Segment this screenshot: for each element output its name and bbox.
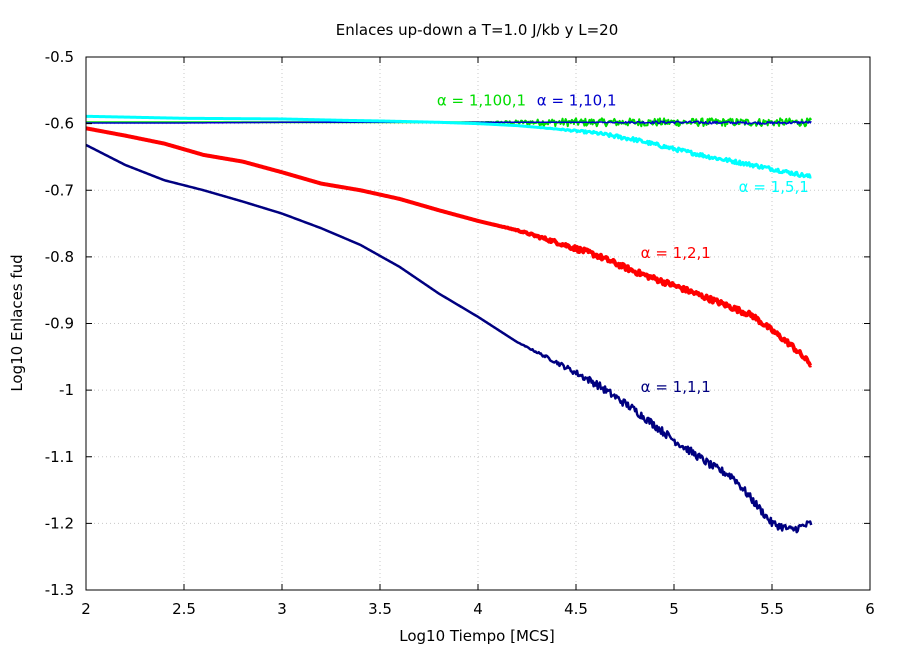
y-tick-label: -0.6 [45, 115, 74, 133]
y-tick-label: -0.8 [45, 248, 74, 266]
x-tick-label: 2 [81, 600, 91, 618]
series-line-1-5-1 [85, 114, 812, 179]
series-group [85, 114, 813, 534]
y-axis-label: Log10 Enlaces fud [8, 254, 26, 391]
x-tick-label: 6 [865, 600, 875, 618]
x-tick-label: 5 [669, 600, 679, 618]
x-tick-label: 4.5 [564, 600, 588, 618]
x-tick-label: 3 [277, 600, 287, 618]
series-annotation: α = 1,1,1 [641, 378, 711, 396]
y-tick-label: -1 [59, 381, 74, 399]
x-axis-label: Log10 Tiempo [MCS] [399, 627, 554, 645]
ticks: 2 2.5 3 3.5 4 4.5 5 5.5 6 -0.5 -0.6 -0.7 -0.8 -0.9 -1 -… [45, 48, 875, 618]
y-tick-label: -1.1 [45, 448, 74, 466]
y-tick-label: -0.9 [45, 315, 74, 333]
chart-title: Enlaces up-down a T=1.0 J/kb y L=20 [336, 21, 619, 39]
series-annotation: α = 1,10,1 [537, 92, 617, 110]
series-annotation: α = 1,2,1 [641, 244, 711, 262]
y-tick-label: -0.5 [45, 48, 74, 66]
x-tick-label: 4 [473, 600, 483, 618]
x-tick-label: 3.5 [368, 600, 392, 618]
x-tick-label: 2.5 [172, 600, 196, 618]
y-tick-label: -0.7 [45, 181, 74, 199]
x-tick-label: 5.5 [760, 600, 784, 618]
series-annotation: α = 1,5,1 [739, 178, 809, 196]
series-annotation: α = 1,100,1 [437, 92, 526, 110]
y-tick-label: -1.3 [45, 581, 74, 599]
grid [86, 57, 870, 590]
annotations: α = 1,100,1 α = 1,10,1 α = 1,5,1 α = 1,2,1 α… [437, 92, 809, 396]
series-line-1-1-1 [85, 143, 813, 534]
y-tick-label: -1.2 [45, 514, 74, 532]
series-line-1-2-1 [85, 126, 813, 368]
